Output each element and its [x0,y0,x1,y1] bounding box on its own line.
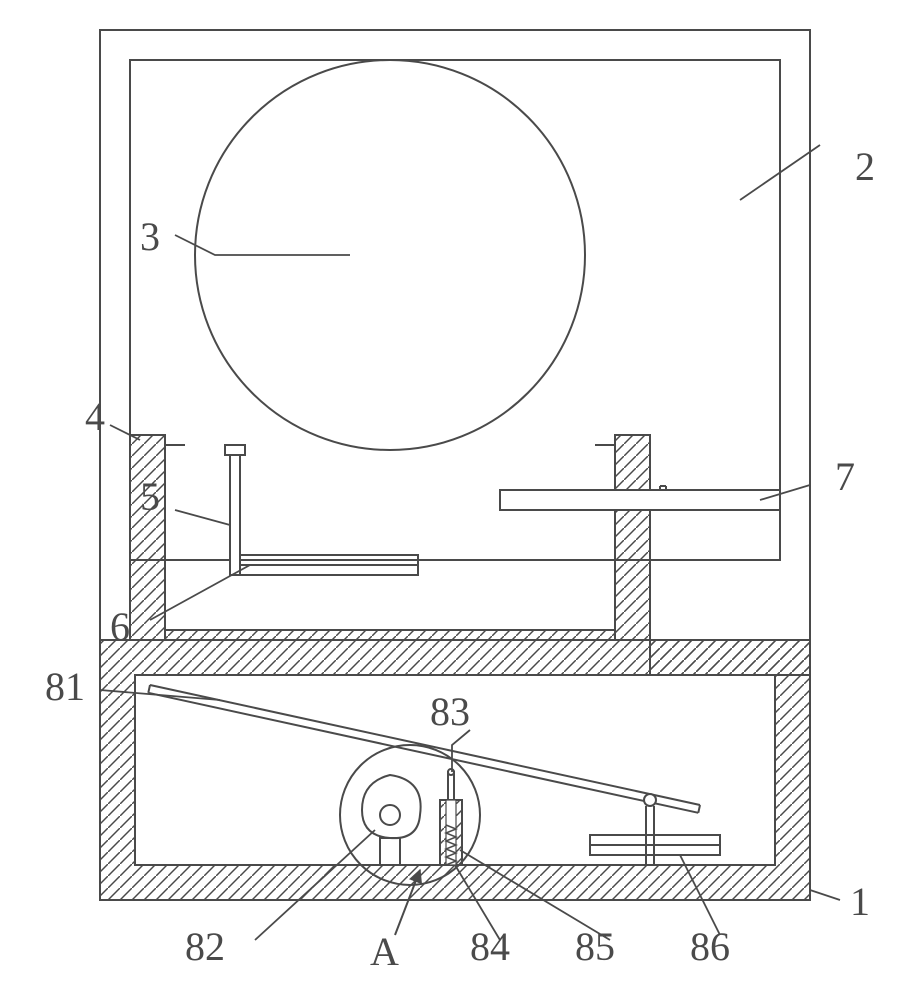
part-83-pin [448,772,454,800]
label-4: 4 [85,394,105,439]
midbox-bottom-wall [165,630,615,640]
label-7: 7 [835,454,855,499]
outer-frame [100,30,810,900]
label-1: 1 [850,879,870,924]
label-83: 83 [430,689,470,734]
label-2: 2 [855,144,875,189]
step-block [650,640,810,675]
label-6: 6 [110,604,130,649]
part-7-bar [500,490,780,510]
label-82: 82 [185,924,225,969]
midbox-left-wall [130,435,165,640]
midbox-right-wall [615,435,650,640]
label-84: 84 [470,924,510,969]
label-5: 5 [140,474,160,519]
part-82-cam [362,775,421,838]
label-86: 86 [690,924,730,969]
label-3: 3 [140,214,160,259]
label-81: 81 [45,664,85,709]
label-85: 85 [575,924,615,969]
label-A: A [370,929,399,974]
part-5-post [230,455,240,575]
inner-frame [130,60,780,560]
part-5-cap [225,445,245,455]
